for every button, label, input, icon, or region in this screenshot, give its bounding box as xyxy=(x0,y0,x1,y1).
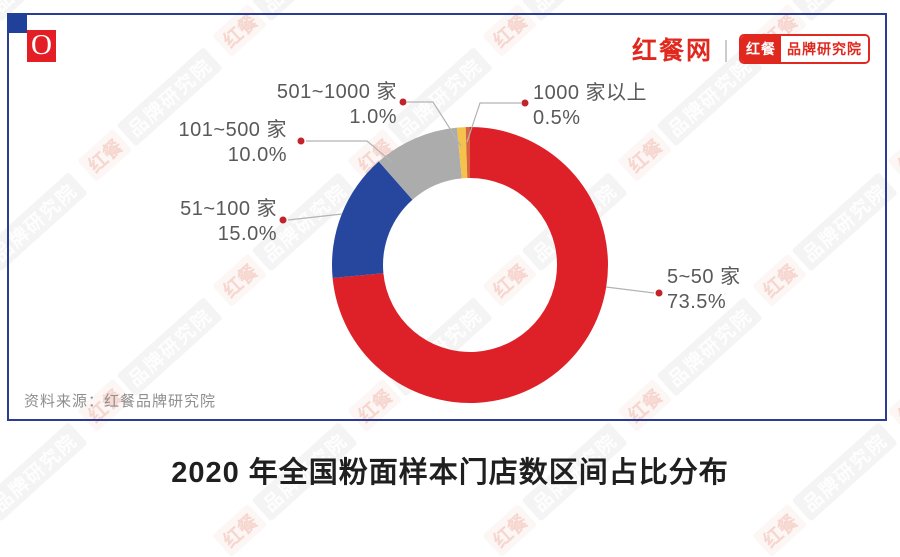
leader-dot-501-1000 xyxy=(399,98,407,106)
chart-panel-border xyxy=(7,13,887,421)
callout-category: 5~50 家 xyxy=(667,266,741,288)
donut-segment-3 xyxy=(457,127,468,179)
callout-51-100: 51~100 家 15.0% xyxy=(107,197,277,247)
chart-title: 2020 年全国粉面样本门店数区间占比分布 xyxy=(171,457,729,489)
leader-line-5-50 xyxy=(605,286,655,294)
letter-o-logo: O xyxy=(27,30,56,62)
brand-row: 红餐网 | 红餐 品牌研究院 xyxy=(632,31,870,67)
watermark-badge: 红餐 xyxy=(212,503,268,557)
callout-1000-plus: 1000 家以上 0.5% xyxy=(533,81,647,131)
leader-dots xyxy=(279,98,663,297)
leader-line-1000-plus xyxy=(466,102,521,143)
callout-value: 73.5% xyxy=(667,291,727,313)
callout-category: 1000 家以上 xyxy=(533,82,648,104)
donut-chart xyxy=(279,98,663,403)
hongcan-research-badge: 红餐 品牌研究院 xyxy=(739,34,870,64)
callout-value: 10.0% xyxy=(227,144,287,166)
leader-lines xyxy=(287,101,655,294)
source-note: 资料来源：红餐品牌研究院 xyxy=(24,393,217,410)
leader-line-51-100 xyxy=(287,213,343,221)
corner-accent-square xyxy=(7,13,27,33)
callout-501-1000: 501~1000 家 1.0% xyxy=(227,80,397,130)
badge-left-label: 红餐 xyxy=(741,36,781,62)
callout-category: 101~500 家 xyxy=(178,119,287,141)
donut-segment-2 xyxy=(378,127,462,200)
brand-separator: | xyxy=(723,35,729,62)
donut-segment-4 xyxy=(465,127,470,179)
leader-dot-1000-plus xyxy=(521,99,529,107)
leader-dot-101-500 xyxy=(297,137,305,145)
callout-value: 1.0% xyxy=(349,106,397,128)
callout-value: 0.5% xyxy=(533,107,581,129)
donut-segment-1 xyxy=(331,161,413,278)
callout-category: 501~1000 家 xyxy=(276,81,397,103)
watermark-badge: 红餐 xyxy=(752,503,808,557)
callout-category: 51~100 家 xyxy=(180,198,277,220)
watermark-badge: 红餐 xyxy=(482,503,538,557)
callout-5-50: 5~50 家 73.5% xyxy=(667,265,741,315)
badge-right-label: 品牌研究院 xyxy=(781,36,868,62)
hongcanwang-logo: 红餐网 xyxy=(632,37,714,65)
callout-101-500: 101~500 家 10.0% xyxy=(117,118,287,168)
leader-dot-51-100 xyxy=(279,216,287,224)
leader-dot-5-50 xyxy=(655,289,663,297)
donut-segment-0 xyxy=(332,127,608,403)
leader-line-101-500 xyxy=(306,140,393,163)
callout-value: 15.0% xyxy=(217,223,277,245)
donut-segments xyxy=(331,127,608,403)
leader-line-501-1000 xyxy=(407,101,462,147)
